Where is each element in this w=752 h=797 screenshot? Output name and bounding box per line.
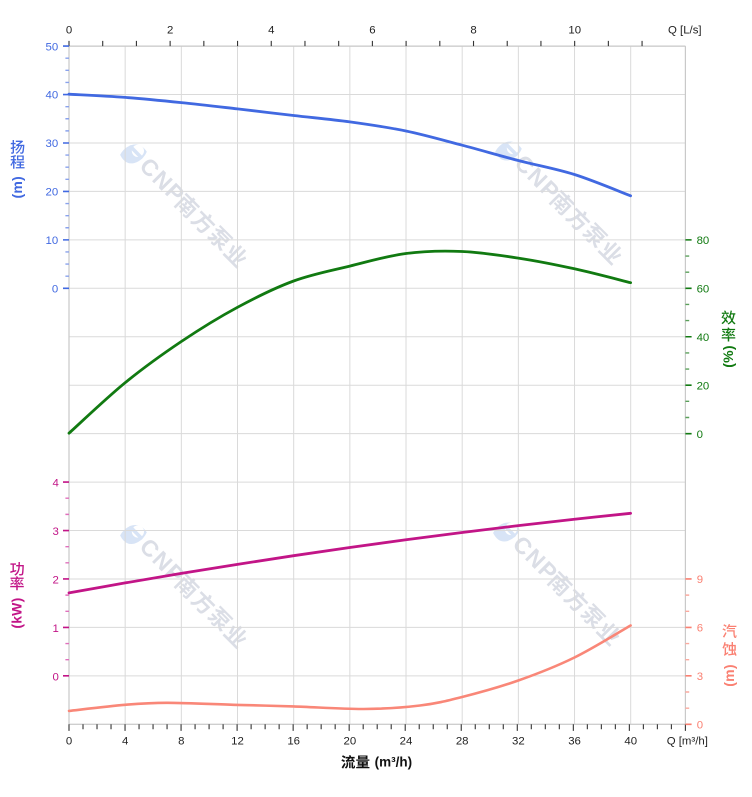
svg-text:40: 40	[697, 332, 710, 344]
svg-text:0: 0	[697, 429, 703, 441]
svg-text:(m³/h): (m³/h)	[375, 755, 413, 770]
svg-text:6: 6	[369, 25, 375, 37]
svg-text:3: 3	[52, 526, 58, 538]
svg-text:Q [m³/h]: Q [m³/h]	[667, 735, 708, 747]
svg-text:2: 2	[167, 25, 173, 37]
svg-text:0: 0	[66, 735, 72, 747]
svg-text:24: 24	[400, 735, 413, 747]
svg-text:50: 50	[46, 41, 59, 53]
svg-text:(kW): (kW)	[9, 598, 25, 629]
svg-text:0: 0	[52, 671, 58, 683]
svg-text:0: 0	[66, 25, 72, 37]
svg-text:0: 0	[52, 284, 58, 296]
svg-text:8: 8	[178, 735, 184, 747]
svg-text:36: 36	[568, 735, 581, 747]
svg-text:Q [L/s]: Q [L/s]	[668, 25, 702, 37]
svg-text:(%): (%)	[720, 345, 736, 367]
svg-text:20: 20	[697, 380, 710, 392]
svg-text:40: 40	[624, 735, 637, 747]
svg-text:9: 9	[697, 574, 703, 586]
svg-text:10: 10	[46, 235, 59, 247]
svg-text:(m): (m)	[721, 664, 737, 686]
svg-text:1: 1	[52, 623, 58, 635]
svg-text:4: 4	[52, 477, 58, 489]
svg-text:20: 20	[344, 735, 357, 747]
svg-text:3: 3	[697, 671, 703, 683]
svg-text:4: 4	[268, 25, 274, 37]
svg-text:0: 0	[697, 720, 703, 732]
svg-text:32: 32	[512, 735, 525, 747]
svg-text:10: 10	[568, 25, 581, 37]
svg-text:20: 20	[46, 187, 59, 199]
svg-text:12: 12	[231, 735, 244, 747]
svg-text:8: 8	[470, 25, 476, 37]
svg-text:2: 2	[52, 574, 58, 586]
svg-text:40: 40	[46, 90, 59, 102]
svg-text:16: 16	[287, 735, 300, 747]
svg-text:30: 30	[46, 138, 59, 150]
svg-text:60: 60	[697, 284, 710, 296]
svg-text:28: 28	[456, 735, 469, 747]
svg-text:80: 80	[697, 235, 710, 247]
svg-text:(m): (m)	[9, 176, 25, 198]
svg-text:6: 6	[697, 623, 703, 635]
svg-text:4: 4	[122, 735, 128, 747]
